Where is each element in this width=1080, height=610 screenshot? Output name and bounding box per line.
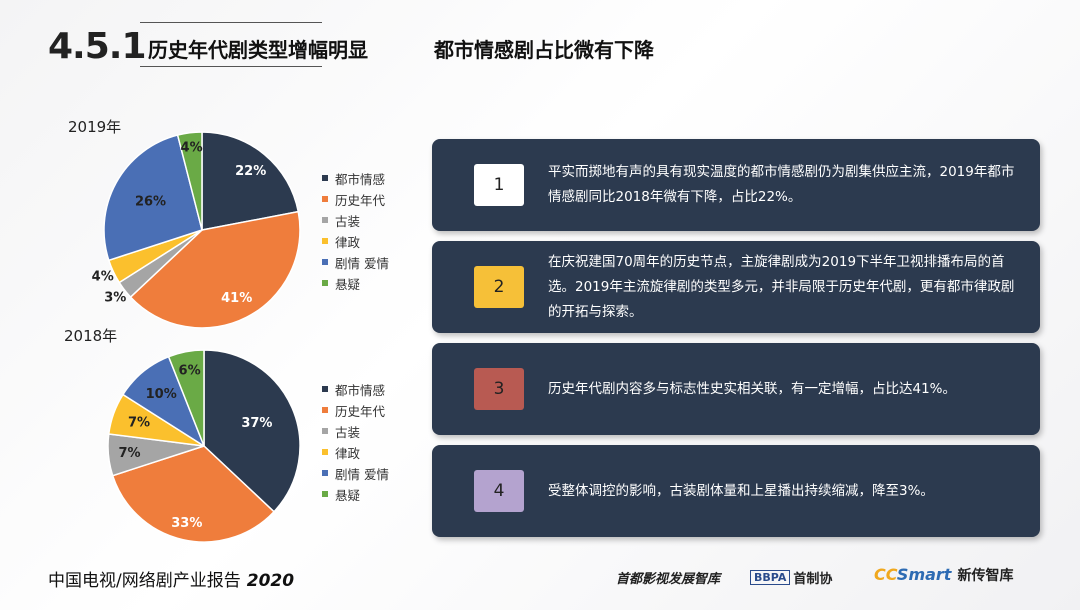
insight-card-3: 3 历史年代剧内容多与标志性史实相关联，有一定增幅，占比达41%。 <box>432 343 1040 435</box>
report-year: 2020 <box>246 571 295 591</box>
legend-swatch-0-3 <box>322 238 328 244</box>
pie-label-1-4: 10% <box>146 387 177 402</box>
legend-label-0-5: 悬疑 <box>335 277 361 292</box>
pie-slice-0-0 <box>201 131 300 231</box>
legend-swatch-0-5 <box>322 280 328 286</box>
card-text-1: 平实而掷地有声的具有现实温度的都市情感剧仍为剧集供应主流，2019年都市情感剧同… <box>548 164 1015 205</box>
org-logo-ccsmart: CCSmart 新传智库 <box>874 565 1013 585</box>
ccsmart-smart: Smart <box>896 565 952 584</box>
legend-label-1-2: 古装 <box>335 425 360 440</box>
pie-title-0: 2019年 <box>68 118 121 136</box>
pie-label-1-0: 37% <box>241 416 272 431</box>
pie-label-1-5: 6% <box>179 364 201 379</box>
card-text-3: 历史年代剧内容多与标志性史实相关联，有一定增幅，占比达41%。 <box>548 380 957 397</box>
page-subtitle: 都市情感剧占比微有下降 <box>434 38 654 62</box>
insight-card-1: 1 平实而掷地有声的具有现实温度的都市情感剧仍为剧集供应主流，2019年都市情感… <box>432 139 1040 231</box>
org-logo-bbpa: BBPA 首制协 <box>750 567 832 587</box>
card-number-badge-2: 2 <box>474 266 524 308</box>
card-text-4: 受整体调控的影响，古装剧体量和上星播出持续缩减，降至3%。 <box>548 482 934 499</box>
legend-swatch-1-1 <box>322 407 328 413</box>
pie-title-1: 2018年 <box>64 327 117 345</box>
legend-swatch-1-2 <box>322 428 328 434</box>
legend-swatch-1-0 <box>322 386 328 392</box>
pie-slice-1-0 <box>203 349 301 513</box>
card-text-2: 在庆祝建国70周年的历史节点，主旋律剧成为2019下半年卫视排播布局的首选。20… <box>548 253 1015 320</box>
page-title: 历史年代剧类型增幅明显 <box>148 38 368 62</box>
insight-card-2: 2 在庆祝建国70周年的历史节点，主旋律剧成为2019下半年卫视排播布局的首选。… <box>432 241 1040 333</box>
pie-slice-0-5 <box>176 131 203 231</box>
legend-swatch-0-2 <box>322 217 328 223</box>
section-number: 4.5.1 <box>48 26 146 67</box>
pie-slice-1-1 <box>111 445 276 543</box>
insight-card-4: 4 受整体调控的影响，古装剧体量和上星播出持续缩减，降至3%。 <box>432 445 1040 537</box>
legend-label-0-3: 律政 <box>335 235 361 250</box>
card-number-badge-4: 4 <box>474 470 524 512</box>
legend-swatch-1-4 <box>322 470 328 476</box>
legend-label-0-1: 历史年代 <box>335 193 386 208</box>
pie-label-1-3: 7% <box>128 416 150 431</box>
pie-label-0-2: 3% <box>104 290 126 305</box>
pie-label-0-4: 26% <box>135 195 166 210</box>
legend-label-1-5: 悬疑 <box>335 488 361 503</box>
pie-slice-0-1 <box>129 210 301 329</box>
legend-swatch-0-0 <box>322 175 328 181</box>
legend-swatch-1-3 <box>322 449 328 455</box>
card-number-badge-1: 1 <box>474 164 524 206</box>
legend-label-1-3: 律政 <box>335 446 361 461</box>
pie-label-0-0: 22% <box>235 164 266 179</box>
ccsmart-cc: CC <box>874 565 897 584</box>
legend-swatch-1-5 <box>322 491 328 497</box>
legend-label-1-4: 剧情 爱情 <box>335 467 389 482</box>
pie-label-1-1: 33% <box>171 516 202 531</box>
card-number-badge-3: 3 <box>474 368 524 410</box>
pie-label-1-2: 7% <box>118 446 140 461</box>
ccsmart-name: 新传智库 <box>957 568 1014 584</box>
legend-swatch-0-4 <box>322 259 328 265</box>
legend-label-0-4: 剧情 爱情 <box>335 256 389 271</box>
pie-label-0-5: 4% <box>181 140 203 155</box>
legend-label-1-1: 历史年代 <box>335 404 386 419</box>
legend-label-0-2: 古装 <box>335 214 360 229</box>
title-rule-top <box>140 22 322 23</box>
pie-label-0-3: 4% <box>92 270 114 285</box>
bbpa-name: 首制协 <box>793 572 833 587</box>
pie-slice-1-5 <box>167 349 205 447</box>
report-title: 中国电视/网络剧产业报告 2020 <box>48 571 295 591</box>
legend-swatch-0-1 <box>322 196 328 202</box>
pie-label-0-1: 41% <box>221 291 252 306</box>
legend-label-1-0: 都市情感 <box>335 383 385 398</box>
org-logo-capital-film-think-tank: 首都影视发展智库 <box>616 572 721 587</box>
bbpa-badge: BBPA <box>750 570 791 585</box>
legend-label-0-0: 都市情感 <box>335 172 385 187</box>
pie-slice-0-4 <box>103 134 203 262</box>
title-rule-bottom <box>140 66 322 67</box>
